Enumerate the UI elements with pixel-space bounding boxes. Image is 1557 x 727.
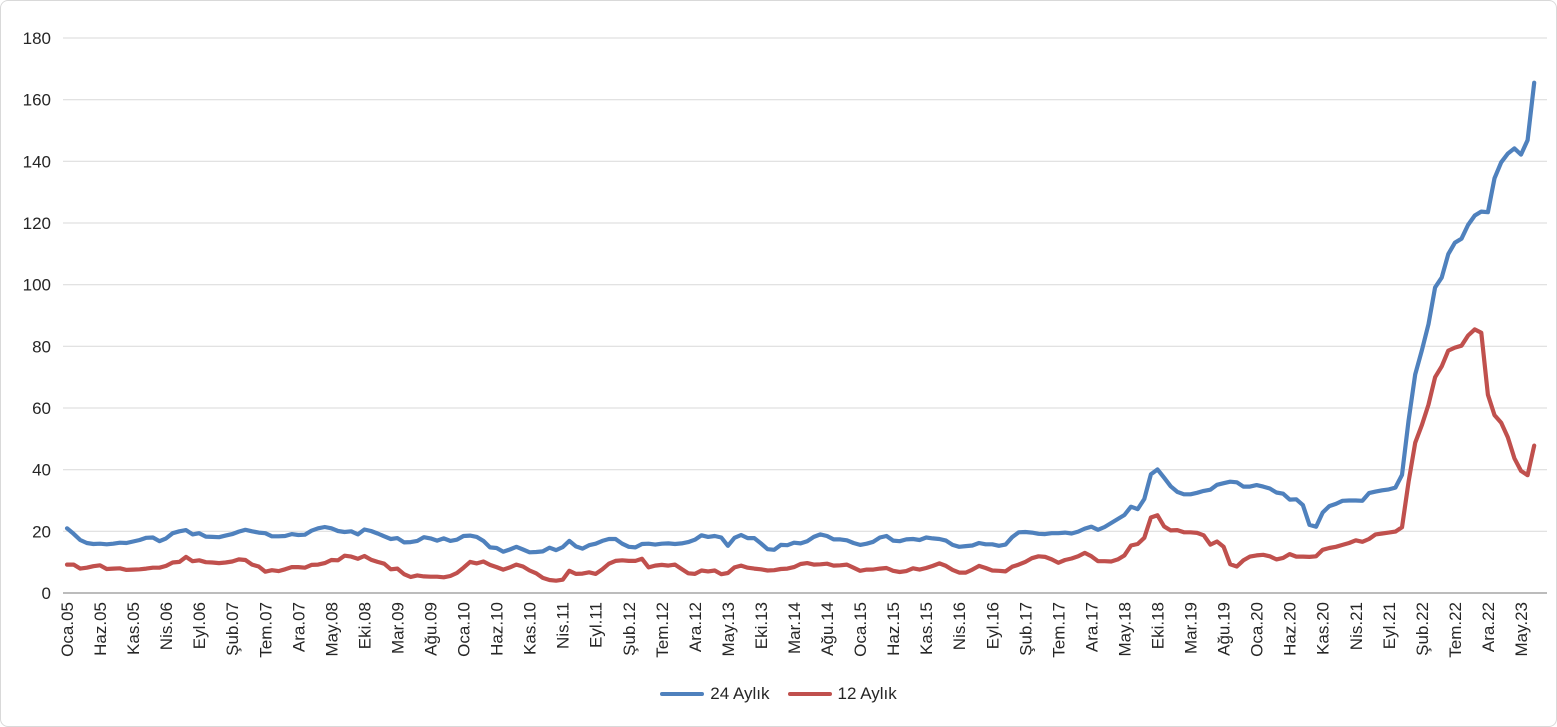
y-axis-tick-label: 140 [23,152,51,171]
x-axis-tick-label: Eki.18 [1149,602,1168,649]
y-axis-tick-label: 80 [32,337,51,356]
x-axis-tick-label: Ara.07 [289,602,308,652]
x-axis-tick-label: Eki.08 [355,602,374,649]
x-axis-tick-label: Oca.20 [1248,602,1267,657]
y-axis-tick-label: 180 [23,29,51,48]
x-axis-tick-label: Kas.20 [1314,602,1333,655]
x-axis-tick-label: Kas.10 [521,602,540,655]
x-axis-tick-label: Ara.17 [1082,602,1101,652]
x-axis-tick-label: Tem.22 [1446,602,1465,658]
y-axis-tick-label: 20 [32,522,51,541]
x-axis-tick-label: Şub.22 [1413,602,1432,656]
x-axis-tick-label: Tem.07 [256,602,275,658]
x-axis-tick-label: Şub.17 [1016,602,1035,656]
x-axis-tick-label: Şub.12 [620,602,639,656]
x-axis-tick-label: May.13 [719,602,738,657]
x-axis-tick-label: May.23 [1512,602,1531,657]
x-axis-tick-label: Eyl.16 [983,602,1002,649]
x-axis-tick-label: Nis.21 [1347,602,1366,650]
x-axis-tick-label: Oca.10 [455,602,474,657]
series-line-24-aylik [64,80,1537,555]
legend-swatch-24-aylik [660,691,705,697]
x-axis-tick-label: Ağu.14 [818,602,837,656]
x-axis-tick-label: Tem.12 [653,602,672,658]
x-axis-tick-label: Eyl.06 [190,602,209,649]
x-axis-tick-label: Ağu.19 [1215,602,1234,656]
x-axis-tick-label: Haz.15 [884,602,903,656]
x-axis-tick-label: Nis.11 [554,602,573,649]
x-axis-tick-label: Eki.13 [752,602,771,649]
x-axis-tick-label: Nis.06 [157,602,176,650]
x-axis-tick-label: Tem.17 [1049,602,1068,658]
x-axis-tick-label: Mar.19 [1182,602,1201,654]
y-axis-tick-label: 40 [32,461,51,480]
y-axis-tick-label: 160 [23,91,51,110]
x-axis-tick-label: May.18 [1115,602,1134,657]
x-axis-tick-label: Mar.09 [388,602,407,654]
chart-legend: 24 Aylık 12 Aylık [1,684,1556,704]
x-axis-tick-label: Oca.05 [58,602,77,657]
x-axis-tick-label: Eyl.11 [587,602,606,648]
x-axis-tick-label: Oca.15 [851,602,870,657]
x-axis-tick-label: Şub.07 [223,602,242,656]
x-axis-tick-label: Ara.12 [686,602,705,652]
x-axis-tick-label: Haz.05 [91,602,110,656]
x-axis-tick-label: Kas.15 [917,602,936,655]
y-axis-tick-label: 60 [32,399,51,418]
x-axis-tick-label: Eyl.21 [1380,602,1399,649]
legend-item-12-aylik: 12 Aylık [787,684,897,704]
y-axis-tick-label: 120 [23,214,51,233]
y-axis-tick-label: 0 [42,584,51,603]
legend-label-12-aylik: 12 Aylık [837,684,897,703]
x-axis-tick-label: Mar.14 [785,602,804,654]
x-axis-tick-label: Kas.05 [124,602,143,655]
legend-item-24-aylik: 24 Aylık [660,684,770,704]
y-axis-tick-label: 100 [23,276,51,295]
series-line-12-aylik [64,327,1537,583]
x-axis-tick-label: May.08 [322,602,341,657]
x-axis-tick-label: Ara.22 [1479,602,1498,652]
x-axis-tick-label: Ağu.09 [422,602,441,656]
legend-swatch-12-aylik [787,691,832,697]
legend-label-24-aylik: 24 Aylık [710,684,770,703]
x-axis-tick-label: Haz.20 [1281,602,1300,656]
x-axis-tick-label: Nis.16 [950,602,969,650]
x-axis-tick-label: Haz.10 [488,602,507,656]
